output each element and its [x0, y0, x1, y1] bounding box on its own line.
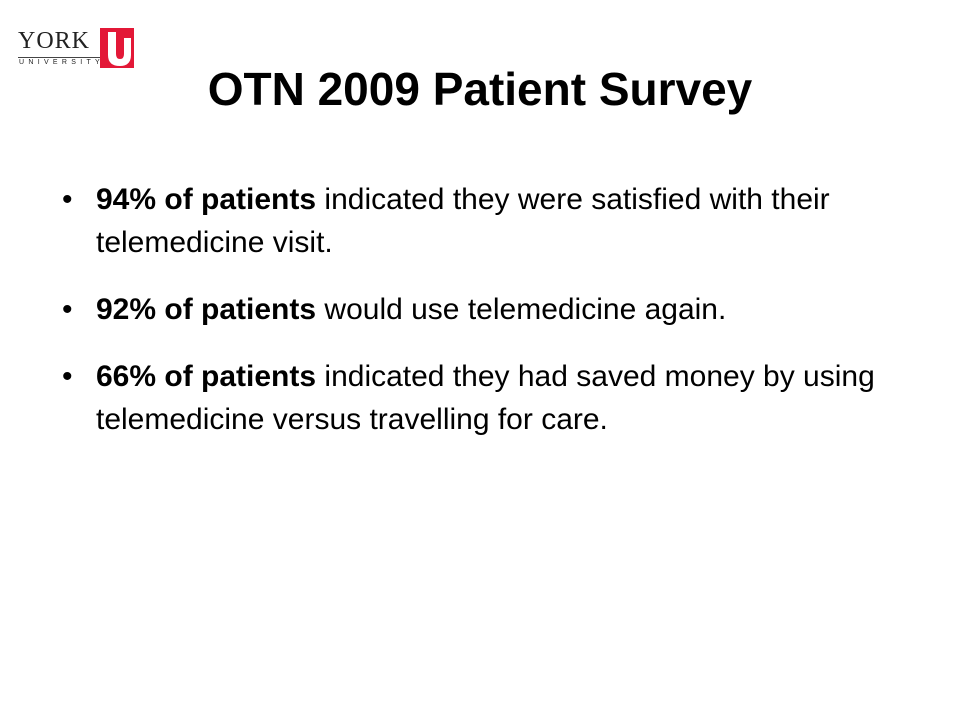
logo-rule [18, 57, 100, 58]
bullet: 92% of patients would use telemedicine a… [62, 288, 882, 331]
bullet-bold: 92% of patients [96, 293, 317, 326]
bullet-text: indicated they had saved money by using … [96, 360, 875, 436]
logo-name: YORK [18, 28, 91, 54]
bullet-text: would use telemedicine again. [324, 293, 727, 326]
bullet-bold: 66% of patients [96, 360, 317, 393]
bullet: 94% of patients indicated they were sati… [62, 178, 882, 264]
bullet: 66% of patients indicated they had saved… [62, 355, 882, 441]
logo-mark [100, 28, 134, 68]
slide-title: OTN 2009 Patient Survey [207, 63, 753, 115]
bullet-list: 94% of patients indicated they were sati… [62, 178, 882, 465]
logo-subtitle: UNIVERSITY [19, 59, 105, 66]
bullet-text: indicated they were satisfied with their… [96, 183, 830, 259]
bullet-bold: 94% of patients [96, 183, 317, 216]
